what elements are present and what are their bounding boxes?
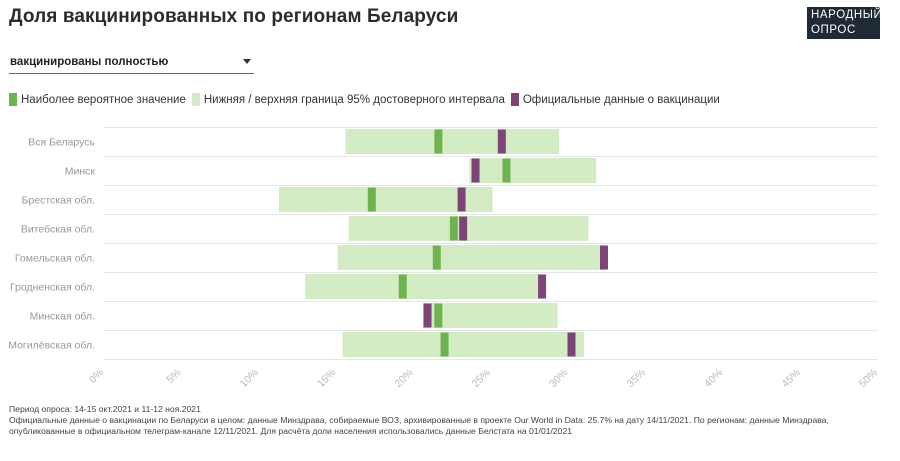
x-tick-label: 10% [238, 367, 261, 390]
footer-notes: Период опроса: 14-15 окт.2021 и 11-12 но… [9, 404, 889, 437]
official-marker [567, 332, 576, 357]
estimate-marker [398, 274, 407, 299]
official-marker [497, 129, 506, 154]
x-tick-label: 25% [470, 367, 493, 390]
official-marker [423, 303, 432, 328]
vaccination-type-select[interactable]: вакцинированы полностью [9, 52, 254, 74]
category-label: Минск [65, 166, 96, 178]
interval-bar [345, 129, 560, 154]
interval-bar [469, 158, 597, 183]
category-label: Минская обл. [30, 311, 95, 323]
category-label: Гродненская обл. [10, 282, 95, 294]
category-label: Могилёвская обл. [8, 340, 95, 352]
interval-bar [305, 274, 543, 299]
category-label: Гомельская обл. [15, 253, 95, 265]
select-value: вакцинированы полностью [10, 56, 169, 68]
legend-item-estimate[interactable]: Наиболее вероятное значение [9, 93, 186, 106]
estimate-marker [434, 129, 443, 154]
interval-bar [278, 187, 493, 212]
estimate-marker [367, 187, 376, 212]
legend-swatch-interval [191, 93, 200, 106]
logo-line-1: НАРОДНЫЙ [811, 9, 883, 21]
official-marker [471, 158, 480, 183]
estimate-marker [440, 332, 449, 357]
category-label: Вся Беларусь [28, 137, 95, 149]
x-tick-label: 20% [392, 367, 415, 390]
legend: Наиболее вероятное значение Нижняя / вер… [9, 93, 726, 106]
legend-label-interval: Нижняя / верхняя граница 95% достоверног… [203, 93, 505, 106]
footer-source-line-1: Официальные данные о вакцинации по Белар… [9, 415, 829, 425]
legend-item-interval[interactable]: Нижняя / верхняя граница 95% достоверног… [191, 93, 505, 106]
legend-swatch-estimate [9, 93, 17, 106]
legend-label-estimate: Наиболее вероятное значение [21, 93, 186, 106]
category-label: Брестская обл. [22, 195, 95, 207]
estimate-marker [434, 303, 443, 328]
interval-bar [348, 216, 589, 241]
chevron-down-icon [243, 59, 251, 64]
x-tick-label: 30% [547, 367, 570, 390]
official-marker [457, 187, 466, 212]
category-label: Витебская обл. [21, 224, 95, 236]
chart-plot: Вся Беларусь Минск Брестская обл. Витебская… [8, 127, 880, 390]
official-marker [600, 245, 609, 270]
official-marker [459, 216, 468, 241]
interval-bar [342, 332, 584, 357]
chart-title: Доля вакцинированных по регионам Беларус… [9, 6, 459, 27]
estimate-marker [432, 245, 441, 270]
interval-bar [337, 245, 605, 270]
logo-line-2: ОПРОС [811, 24, 856, 36]
estimate-marker [502, 158, 511, 183]
x-tick-label: 0% [87, 367, 106, 386]
x-tick-label: 5% [164, 367, 183, 386]
x-tick-label: 40% [702, 367, 725, 390]
interval-bar [422, 303, 558, 328]
official-marker [538, 274, 547, 299]
x-tick-label: 50% [857, 367, 880, 390]
x-tick-label: 45% [779, 367, 802, 390]
x-tick-label: 35% [625, 367, 648, 390]
legend-item-official[interactable]: Официальные данные о вакцинации [510, 93, 720, 106]
brand-logo[interactable]: НАРОДНЫЙ ОПРОС [807, 7, 883, 39]
footer-source-line-2: опубликованные в официальном телеграм-ка… [9, 426, 573, 436]
x-tick-label: 15% [315, 367, 338, 390]
legend-label-official: Официальные данные о вакцинации [522, 93, 720, 106]
footer-survey-period: Период опроса: 14-15 окт.2021 и 11-12 но… [9, 404, 201, 414]
estimate-marker [449, 216, 458, 241]
legend-swatch-official [510, 93, 519, 106]
